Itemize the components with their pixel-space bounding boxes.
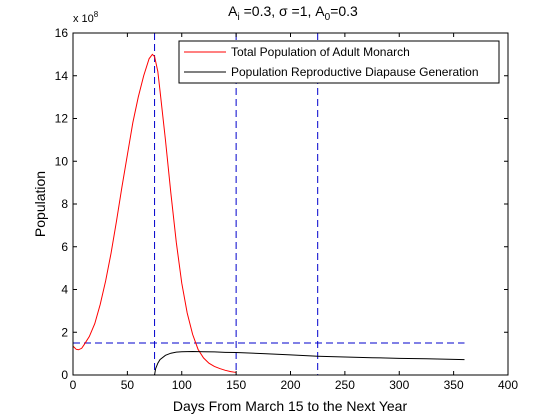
x-axis-label: Days From March 15 to the Next Year — [173, 398, 408, 414]
legend-entry-diapause: Population Reproductive Diapause Generat… — [231, 65, 479, 79]
x-tick-label: 50 — [121, 378, 135, 392]
x-tick-label: 300 — [389, 378, 409, 392]
legend: Total Population of Adult Monarch Popula… — [178, 40, 500, 84]
x-tick-label: 250 — [335, 378, 355, 392]
x-tick-label: 150 — [226, 378, 246, 392]
series-line-1 — [154, 350, 465, 376]
x-tick-label: 100 — [172, 378, 192, 392]
x-tick-label: 350 — [444, 378, 464, 392]
y-tick-label: 12 — [55, 112, 69, 126]
y-tick-label: 16 — [55, 26, 69, 40]
plot-background — [73, 33, 508, 375]
y-tick-label: 0 — [61, 368, 68, 382]
plot-area — [73, 33, 508, 375]
y-axis-ticks: 0 2 4 6 8 10 12 14 16 — [55, 26, 508, 382]
legend-box — [178, 40, 500, 84]
chart-title: Ai =0.3, σ =1, A0=0.3 — [228, 3, 358, 23]
y-exponent-label: x 108 — [73, 10, 99, 25]
x-axis-ticks: 0 50 100 150 200 250 300 350 400 — [70, 33, 518, 392]
legend-entry-total-adult: Total Population of Adult Monarch — [231, 45, 410, 59]
y-tick-label: 14 — [55, 69, 69, 83]
y-tick-label: 2 — [61, 325, 68, 339]
y-tick-label: 4 — [61, 283, 68, 297]
reference-lines — [73, 33, 465, 375]
y-tick-label: 10 — [55, 154, 69, 168]
x-tick-label: 200 — [280, 378, 300, 392]
series-line-0 — [72, 53, 237, 373]
y-axis-label: Population — [32, 171, 48, 237]
x-tick-label: 0 — [70, 378, 77, 392]
x-tick-label: 400 — [498, 378, 518, 392]
y-tick-label: 6 — [61, 240, 68, 254]
y-tick-label: 8 — [61, 197, 68, 211]
series-lines — [72, 53, 465, 376]
